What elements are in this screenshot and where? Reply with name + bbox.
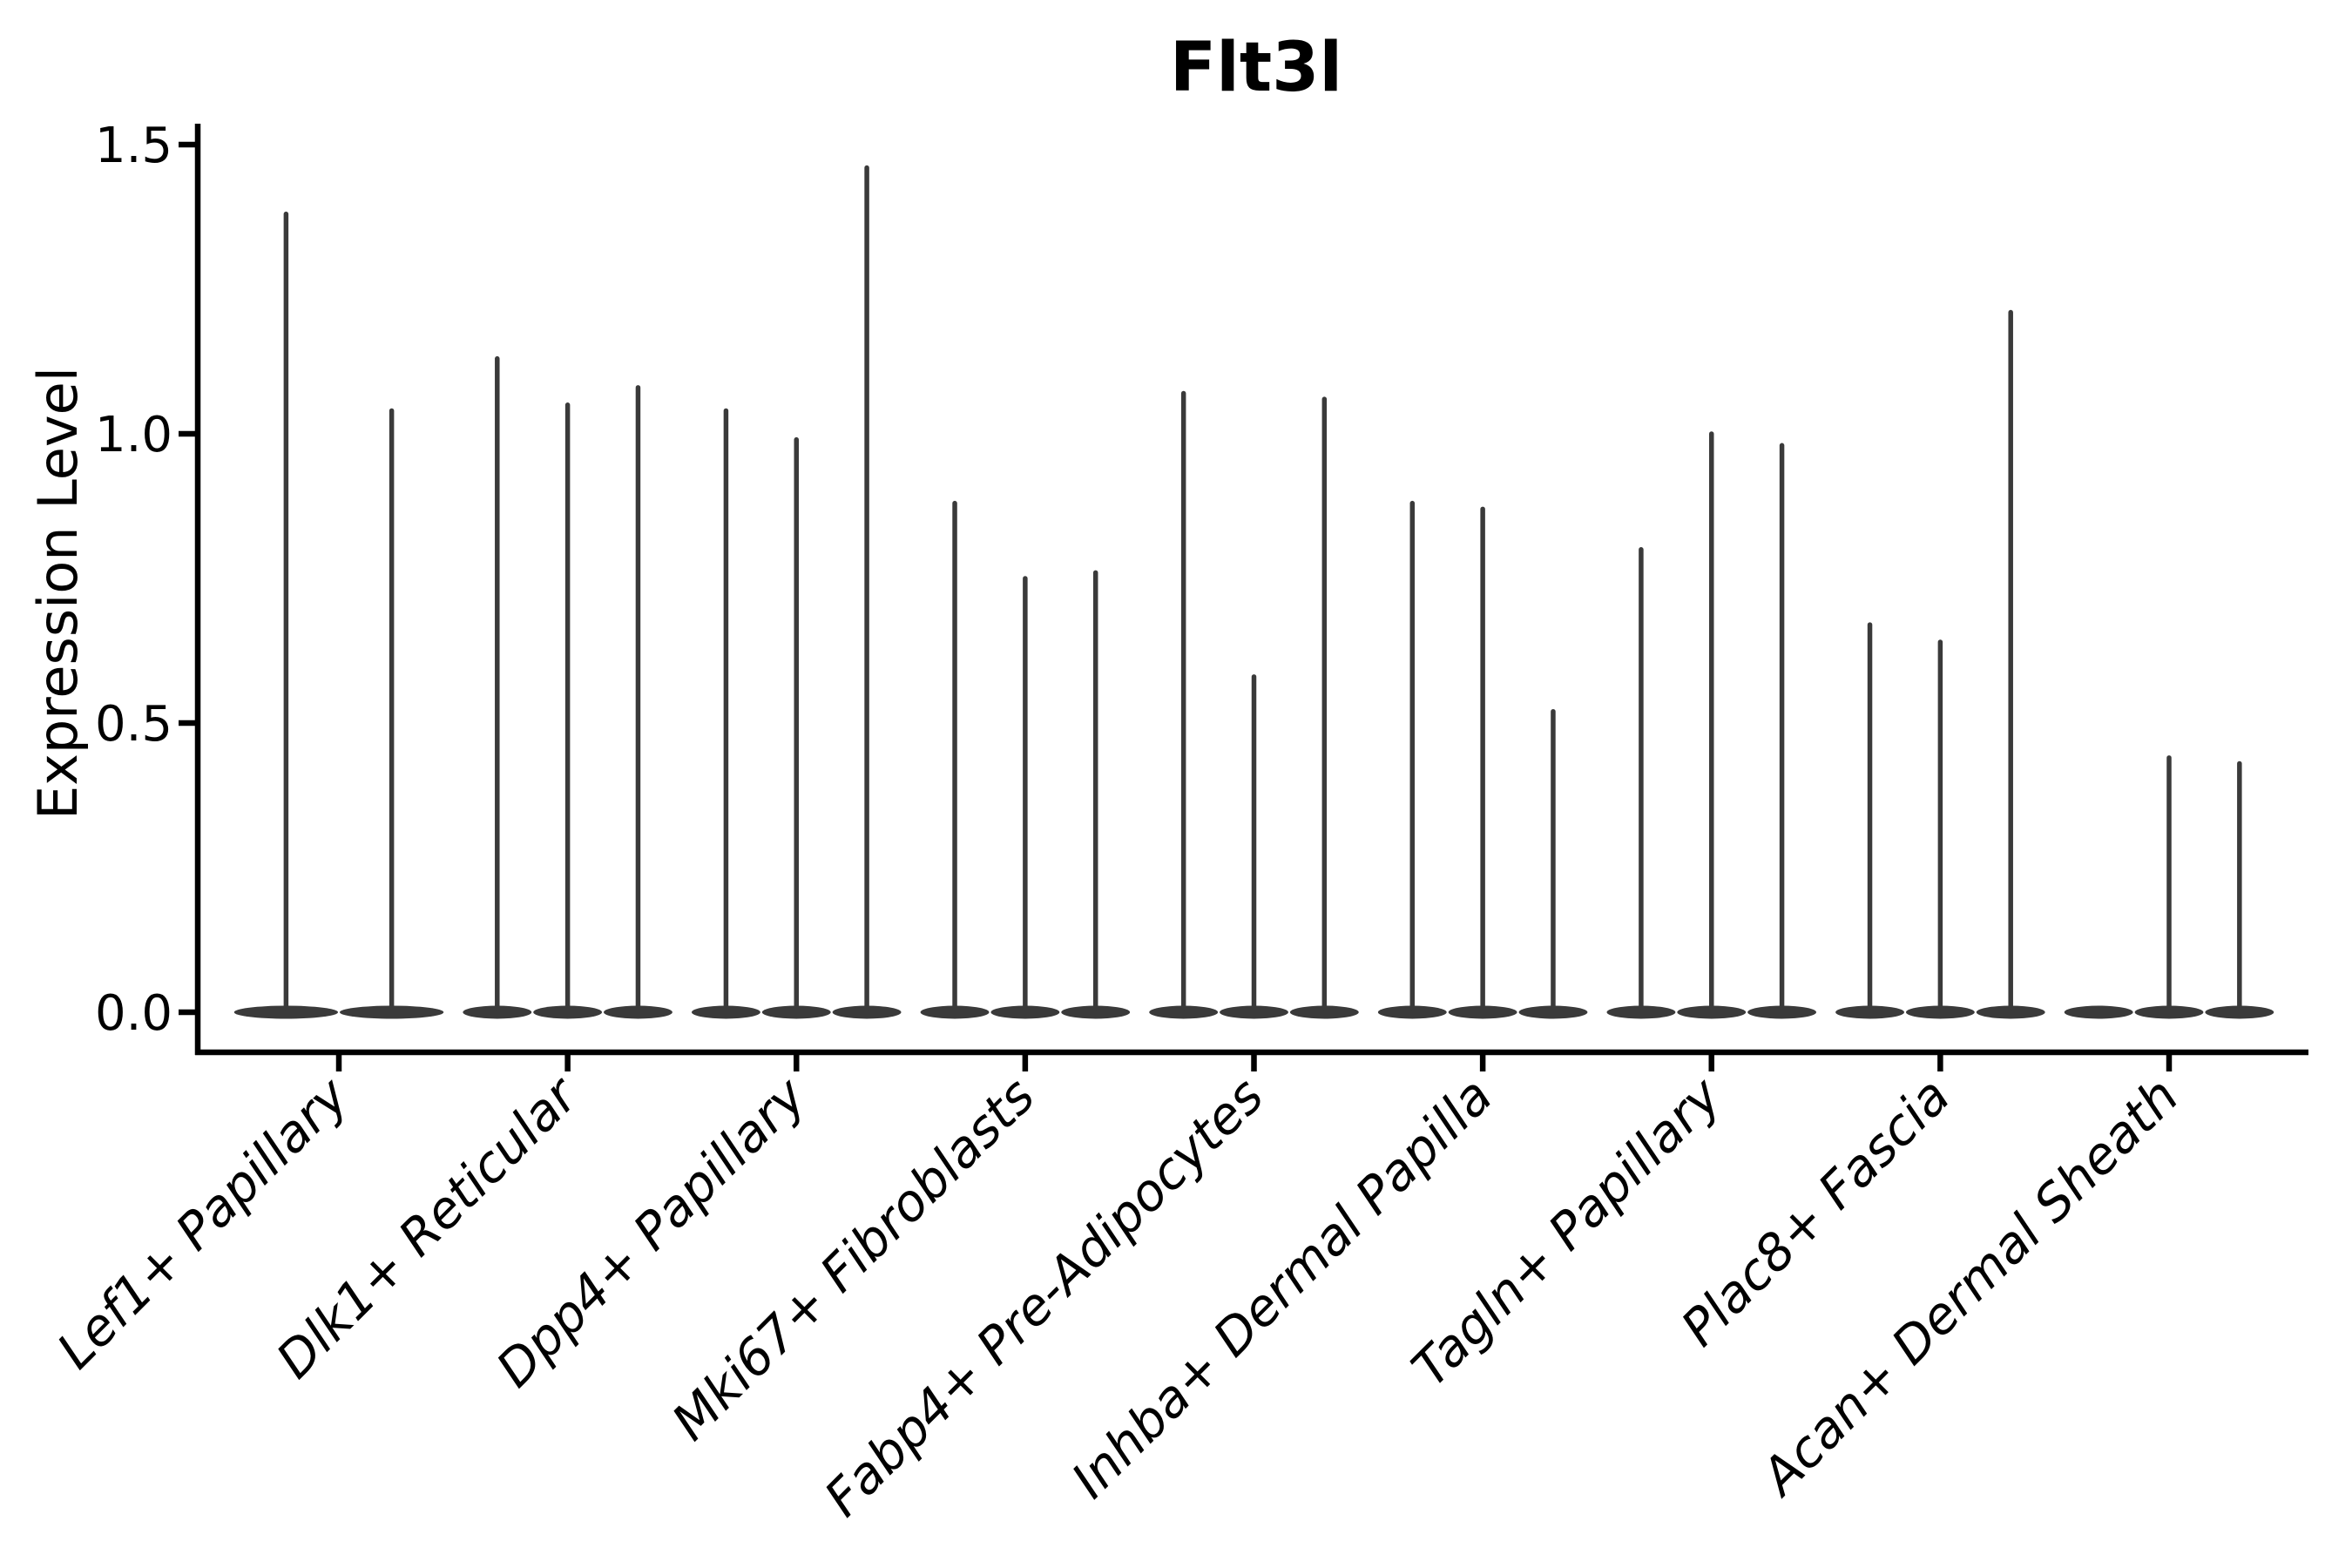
violin-base — [990, 1005, 1060, 1019]
violin-base — [1061, 1005, 1131, 1019]
y-tick-label: 1.0 — [95, 407, 172, 463]
y-axis-tick-labels: 0.0 0.5 1.0 1.5 — [95, 118, 172, 1042]
y-axis-ticks — [179, 141, 198, 1016]
violin-group — [1835, 309, 2045, 1019]
violin-base — [340, 1005, 444, 1019]
violin-base — [604, 1005, 672, 1019]
violin-base — [533, 1005, 603, 1019]
violin-base — [1518, 1005, 1588, 1019]
violin-group — [692, 165, 902, 1019]
violin-group — [1149, 390, 1359, 1019]
chart-title: Flt3l — [1170, 29, 1342, 107]
violin-base — [832, 1005, 902, 1019]
x-tick-label: Inhba+ Dermal Papilla — [1060, 1066, 1504, 1510]
violin-base — [920, 1005, 990, 1019]
violin-base — [1377, 1005, 1447, 1019]
x-tick-label: Fabp4+ Pre-Adipocytes — [813, 1066, 1274, 1528]
violin-base — [1747, 1005, 1816, 1019]
violin-base — [1976, 1005, 2045, 1019]
y-axis-label: Expression Level — [26, 367, 90, 820]
violins — [233, 165, 2274, 1019]
violin-group — [463, 355, 672, 1019]
violin-base — [761, 1005, 831, 1019]
violin-base — [1905, 1005, 1975, 1019]
violin-base — [1835, 1005, 1904, 1019]
y-tick-label: 0.0 — [95, 985, 172, 1042]
violin-group — [1377, 500, 1588, 1019]
x-axis-ticks — [335, 1052, 2173, 1071]
violin-group — [1606, 431, 1816, 1019]
violin-base — [1289, 1005, 1359, 1019]
violin-base — [233, 1005, 338, 1019]
violin-base — [463, 1005, 532, 1019]
violin-group — [2064, 755, 2274, 1019]
x-tick-label: Acan+ Dermal Sheath — [1747, 1066, 2190, 1509]
violin-base — [2134, 1005, 2204, 1019]
violin-group — [233, 211, 444, 1019]
y-tick-label: 0.5 — [95, 696, 172, 753]
violin-base — [2064, 1005, 2133, 1019]
y-tick-label: 1.5 — [95, 118, 172, 174]
violin-base — [1677, 1005, 1747, 1019]
violin-base — [1149, 1005, 1219, 1019]
violin-base — [1220, 1005, 1288, 1019]
violin-base — [1606, 1005, 1676, 1019]
violin-base — [1448, 1005, 1517, 1019]
violin-base — [2205, 1005, 2274, 1019]
violin-base — [692, 1005, 760, 1019]
violin-group — [920, 500, 1131, 1019]
